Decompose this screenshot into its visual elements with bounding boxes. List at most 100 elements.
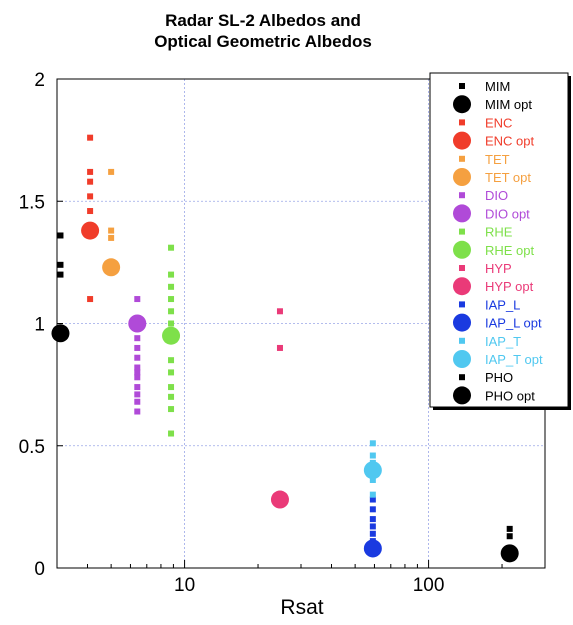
- point-iap-l: [369, 530, 376, 537]
- legend-marker-square: [459, 83, 465, 89]
- y-tick-label: 1: [34, 315, 45, 336]
- point-rhe: [168, 320, 175, 327]
- legend-marker-square: [459, 119, 465, 126]
- point-dio: [134, 335, 141, 342]
- y-tick-label: 1.5: [19, 192, 45, 213]
- point-iap-l-opt: [363, 539, 382, 558]
- point-rhe: [168, 271, 175, 278]
- x-tick-label: 10: [174, 575, 195, 596]
- point-tet-opt: [102, 258, 121, 277]
- legend-label: ENC opt: [485, 134, 535, 149]
- legend-label: MIM: [485, 79, 510, 94]
- point-enc: [87, 134, 94, 141]
- point-dio: [134, 384, 141, 391]
- legend-label: ENC: [485, 115, 512, 130]
- legend-label: IAP_T: [485, 334, 521, 349]
- point-iap-t: [369, 491, 376, 498]
- point-hyp: [276, 344, 283, 351]
- legend-marker-square: [459, 155, 465, 162]
- legend-marker-circle: [453, 131, 471, 150]
- point-hyp: [276, 308, 283, 315]
- point-dio: [134, 296, 141, 303]
- point-rhe: [168, 357, 175, 364]
- legend-label: PHO opt: [485, 388, 535, 403]
- point-enc-opt: [81, 221, 100, 240]
- point-enc: [87, 178, 94, 185]
- point-pho: [506, 525, 513, 532]
- x-tick-label: 100: [413, 575, 445, 596]
- point-dio: [134, 354, 141, 361]
- legend-marker-circle: [453, 277, 471, 296]
- point-dio-opt: [128, 314, 147, 333]
- legend-label: MIM opt: [485, 97, 532, 112]
- point-rhe-opt: [162, 326, 181, 345]
- point-rhe: [168, 369, 175, 376]
- point-rhe: [168, 308, 175, 315]
- legend: MIM MIM opt ENC ENC opt TET TET opt DIO DIO opt…: [429, 72, 571, 410]
- point-tet: [108, 234, 115, 241]
- legend-label: RHE: [485, 225, 513, 240]
- point-iap-t-opt: [363, 461, 382, 480]
- legend-label: HYP: [485, 261, 512, 276]
- legend-label: IAP_T opt: [485, 352, 543, 367]
- legend-marker-square: [459, 228, 465, 235]
- legend-label: TET opt: [485, 170, 531, 185]
- point-rhe: [168, 406, 175, 413]
- point-iap-t: [369, 440, 376, 447]
- data-marks: [51, 134, 519, 563]
- point-iap-l: [369, 523, 376, 530]
- point-rhe: [168, 384, 175, 391]
- legend-marker-circle: [453, 313, 471, 332]
- legend-marker-circle: [453, 204, 471, 223]
- y-tick-label: 0.5: [19, 437, 45, 458]
- point-dio: [134, 369, 141, 376]
- legend-label: PHO: [485, 370, 513, 385]
- point-iap-t: [369, 452, 376, 459]
- point-dio: [134, 364, 141, 371]
- point-mim: [57, 271, 64, 278]
- point-rhe: [168, 283, 175, 290]
- point-iap-t: [369, 476, 376, 483]
- point-enc: [87, 168, 94, 175]
- legend-label: IAP_L opt: [485, 316, 542, 331]
- point-tet: [108, 227, 115, 234]
- chart-title-line-2: Optical Geometric Albedos: [154, 32, 372, 51]
- legend-marker-square: [459, 337, 465, 344]
- legend-label: DIO opt: [485, 206, 530, 221]
- y-tick-label: 0: [34, 559, 45, 580]
- point-iap-l: [369, 496, 376, 503]
- legend-label: HYP opt: [485, 279, 534, 294]
- point-iap-l: [369, 506, 376, 513]
- point-dio: [134, 391, 141, 398]
- point-enc: [87, 208, 94, 215]
- legend-label: IAP_L: [485, 297, 520, 312]
- legend-marker-circle: [453, 350, 471, 368]
- axis-ticks: 10 100 0 0.5 1 1.5 2: [19, 70, 546, 596]
- point-pho: [506, 533, 513, 540]
- legend-marker-square: [459, 265, 465, 271]
- point-mim: [57, 261, 64, 268]
- legend-marker-square: [459, 301, 465, 308]
- legend-label: TET: [485, 152, 510, 167]
- point-mim: [57, 232, 64, 239]
- point-dio: [134, 344, 141, 351]
- chart-title-line-1: Radar SL-2 Albedos and: [165, 11, 361, 30]
- y-tick-label: 2: [34, 70, 45, 91]
- point-enc: [87, 296, 94, 303]
- legend-marker-square: [459, 192, 465, 199]
- point-enc: [87, 193, 94, 200]
- legend-marker-circle: [453, 95, 471, 114]
- legend-marker-circle: [453, 168, 471, 186]
- point-iap-l: [369, 516, 376, 523]
- point-hyp-opt: [270, 490, 289, 509]
- legend-label: DIO: [485, 188, 508, 203]
- point-rhe: [168, 296, 175, 303]
- point-tet: [108, 168, 115, 175]
- point-rhe: [168, 393, 175, 400]
- legend-label: RHE opt: [485, 243, 535, 258]
- legend-marker-square: [459, 374, 465, 381]
- point-mim-opt: [51, 324, 70, 343]
- point-pho-opt: [500, 544, 519, 563]
- point-dio: [134, 398, 141, 405]
- legend-marker-circle: [453, 240, 471, 259]
